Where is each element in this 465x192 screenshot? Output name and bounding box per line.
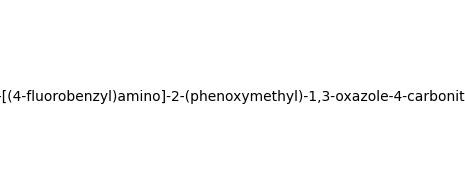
Text: 5-[(4-fluorobenzyl)amino]-2-(phenoxymethyl)-1,3-oxazole-4-carbonitrile: 5-[(4-fluorobenzyl)amino]-2-(phenoxymeth… xyxy=(0,90,465,104)
